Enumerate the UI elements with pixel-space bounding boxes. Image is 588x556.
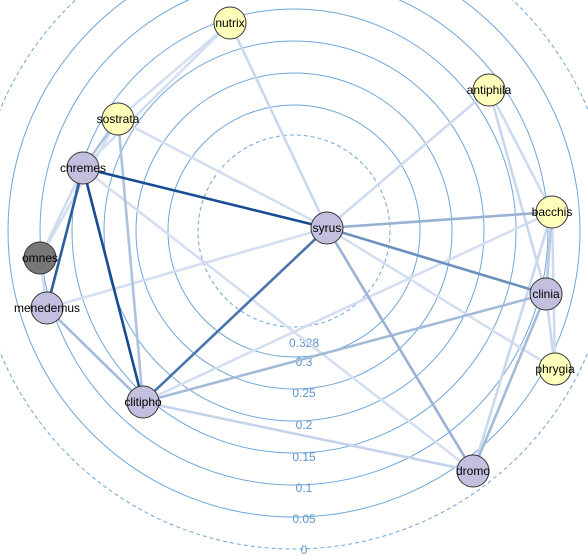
node-label: omnes: [22, 251, 58, 265]
node-label: phrygia: [535, 362, 575, 376]
node-omnes[interactable]: omnes: [22, 242, 58, 274]
ring-label: 0: [301, 543, 308, 556]
node-dromo[interactable]: dromo: [456, 455, 490, 487]
edge-clinia-dromo: [473, 294, 546, 471]
node-label: menedemus: [14, 301, 80, 315]
node-label: nutrix: [215, 16, 244, 30]
node-label: dromo: [456, 464, 490, 478]
node-bacchis[interactable]: bacchis: [532, 196, 573, 228]
node-phrygia[interactable]: phrygia: [535, 353, 575, 385]
edge-chremes-clitipho: [83, 168, 143, 402]
edge-menedemus-clitipho: [47, 308, 143, 402]
edge-nutrix-sostrata: [118, 23, 230, 119]
node-label: bacchis: [532, 205, 573, 219]
node-menedemus[interactable]: menedemus: [14, 292, 80, 324]
ring-label: 0.1: [296, 481, 313, 495]
edge-antiphila-syrus: [327, 90, 489, 228]
ring-0-328: [198, 135, 390, 327]
edge-nutrix-syrus: [230, 23, 327, 228]
node-label: clinia: [532, 287, 560, 301]
ring-0-2: [104, 41, 484, 421]
edge-chremes-dromo: [83, 168, 473, 471]
edge-nutrix-chremes: [83, 23, 230, 168]
edge-phrygia-syrus: [327, 228, 555, 369]
edge-sostrata-syrus: [118, 119, 327, 228]
ring-label: 0.15: [292, 450, 316, 464]
node-label: clitipho: [124, 395, 162, 409]
node-antiphila[interactable]: antiphila: [467, 74, 512, 106]
node-syrus[interactable]: syrus: [311, 212, 343, 244]
ring-label: 0.25: [292, 386, 316, 400]
ring-label: 0.2: [296, 418, 313, 432]
edge-antiphila-bacchis: [489, 90, 552, 212]
node-label: antiphila: [467, 83, 512, 97]
edge-clitipho-clinia: [143, 294, 546, 402]
node-label: chremes: [60, 161, 106, 175]
node-label: syrus: [313, 221, 342, 235]
node-nutrix[interactable]: nutrix: [214, 7, 246, 39]
ring-label: 0.05: [292, 512, 316, 526]
node-label: sostrata: [97, 112, 140, 126]
node-clinia[interactable]: clinia: [530, 278, 562, 310]
edge-syrus-bacchis: [327, 212, 552, 228]
